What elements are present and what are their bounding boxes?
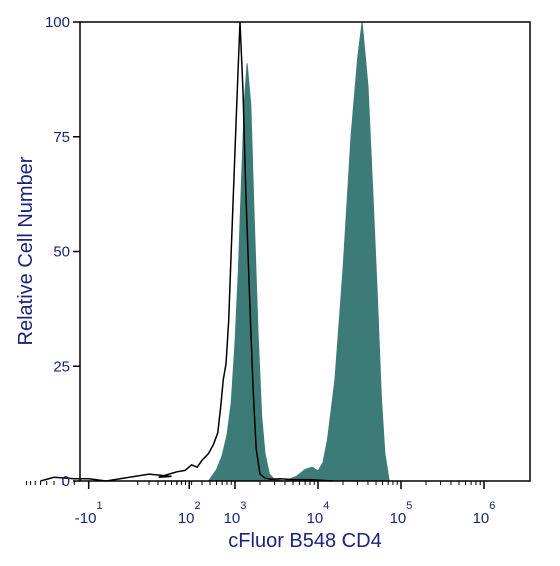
x-tick-label: 104 (307, 500, 330, 527)
axis-layer: 0 25 50 75 100 -101 102 103 104 105 106 (25, 14, 496, 527)
y-tick-label: 25 (53, 358, 70, 375)
filled-histogram-series (207, 21, 390, 482)
y-axis-title: Relative Cell Number (15, 156, 37, 345)
x-tick-label: 103 (224, 500, 247, 527)
outline-histogram-series (40, 21, 333, 482)
y-tick-label: 0 (62, 473, 70, 490)
x-tick-label: 102 (178, 500, 201, 527)
x-tick-label: 105 (390, 500, 413, 527)
x-axis-title: cFluor B548 CD4 (228, 530, 381, 552)
y-tick-label: 100 (45, 14, 70, 31)
series-layer (40, 21, 390, 482)
x-tick-label: 106 (473, 500, 496, 527)
y-tick-label: 75 (53, 129, 70, 146)
x-tick-label: -101 (75, 500, 103, 527)
y-tick-label: 50 (53, 244, 70, 261)
plot-frame (79, 21, 531, 482)
